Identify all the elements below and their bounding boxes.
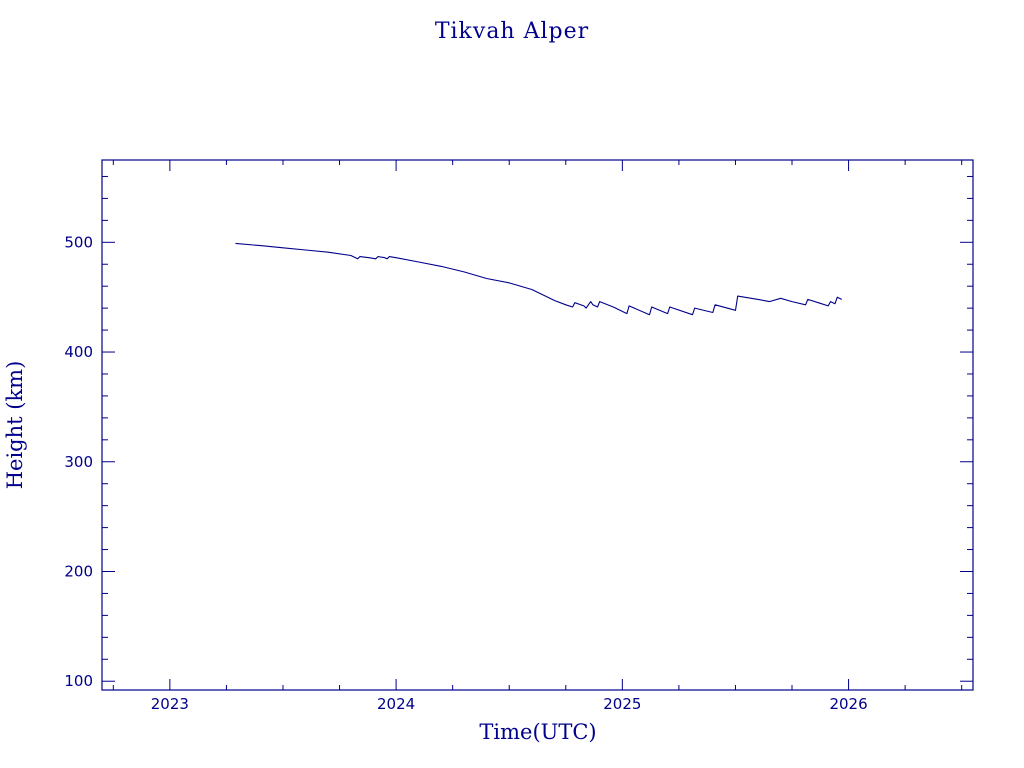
- x-tick-label: 2026: [829, 695, 867, 713]
- y-tick-label: 500: [64, 233, 93, 251]
- y-tick-label: 100: [64, 672, 93, 690]
- y-tick-label: 200: [64, 562, 93, 580]
- series-group: [235, 242, 843, 316]
- x-tick-label: 2024: [377, 695, 415, 713]
- plot-frame: [101, 159, 974, 691]
- chart-title: Tikvah Alper: [435, 19, 589, 44]
- x-tick-labels: 2023 2024 2025 2026: [151, 695, 868, 713]
- x-tick-label: 2023: [151, 695, 189, 713]
- x-axis-label: Time(UTC): [479, 720, 596, 744]
- x-tick-label: 2025: [603, 695, 641, 713]
- y-tick-label: 400: [64, 343, 93, 361]
- y-axis-label: Height (km): [3, 361, 27, 490]
- axis-ticks: [102, 160, 973, 690]
- y-tick-label: 300: [64, 453, 93, 471]
- series-line-0: [235, 242, 843, 316]
- y-tick-labels: 100 200 300 400 500: [64, 233, 93, 690]
